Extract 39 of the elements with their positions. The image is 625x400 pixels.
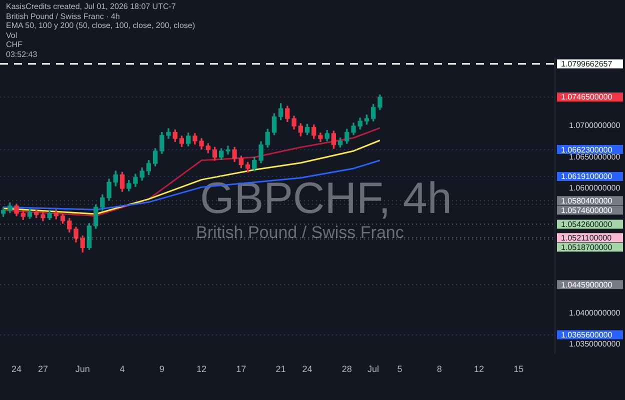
y-tick-label: 1.0600000000: [569, 184, 621, 193]
ref-line-label: 1.0445900000: [561, 280, 613, 290]
x-tick-label: 24: [302, 364, 312, 374]
x-tick-label: 4: [120, 364, 125, 374]
x-tick-label: 12: [196, 364, 207, 374]
x-tick-label: 9: [159, 364, 164, 374]
text: GBPCHF, 4h: [200, 174, 452, 223]
text: British Pound / Swiss Franc · 4h: [6, 12, 121, 21]
x-tick-label: 21: [276, 364, 286, 374]
x-tick-label: 17: [236, 364, 246, 374]
y-tick-label: 1.0350000000: [569, 340, 621, 349]
x-tick-label: 8: [436, 364, 442, 374]
ref-line-label: 1.0574600000: [561, 206, 613, 215]
y-tick-label: 1.0650000000: [569, 152, 621, 162]
x-tick-label: 12: [474, 364, 484, 374]
ref-line-label: 1.0619100000: [561, 172, 613, 182]
ref-line-label: 1.0662300000: [561, 145, 613, 154]
text: CHF: [6, 40, 24, 50]
y-tick-label: 1.0700000000: [569, 121, 621, 130]
y-tick-label: 1.0400000000: [569, 308, 621, 318]
x-tick-label: 15: [514, 364, 524, 374]
annotation: 03:52:43: [6, 50, 38, 59]
x-tick-label: Jul: [368, 364, 380, 374]
text: KasisCredits created, Jul 01, 2026 18:07 UTC-7: [6, 2, 177, 12]
ref-line-label: 1.0365600000: [561, 330, 613, 340]
x-tick-label: 28: [342, 364, 352, 374]
x-tick-label: Jun: [75, 364, 90, 374]
text: Vol: [6, 30, 18, 40]
ref-line-label: 1.0746500000: [561, 92, 613, 102]
ref-line-label: 1.0580400000: [561, 196, 613, 206]
x-tick-label: 5: [397, 364, 402, 374]
x-tick-label: 24: [12, 364, 22, 374]
ref-line-label: 1.0518700000: [561, 242, 613, 252]
ref-line-label: 1.0799662657: [561, 60, 613, 69]
ref-line-label: 1.0542600000: [561, 220, 613, 229]
text: British Pound / Swiss Franc: [196, 223, 404, 242]
text: EMA 50, 100 y 200 (50, close, 100, close, 200, close): [6, 21, 195, 30]
x-tick-label: 27: [38, 364, 48, 374]
ref-line-label: 1.0521100000: [561, 233, 612, 242]
